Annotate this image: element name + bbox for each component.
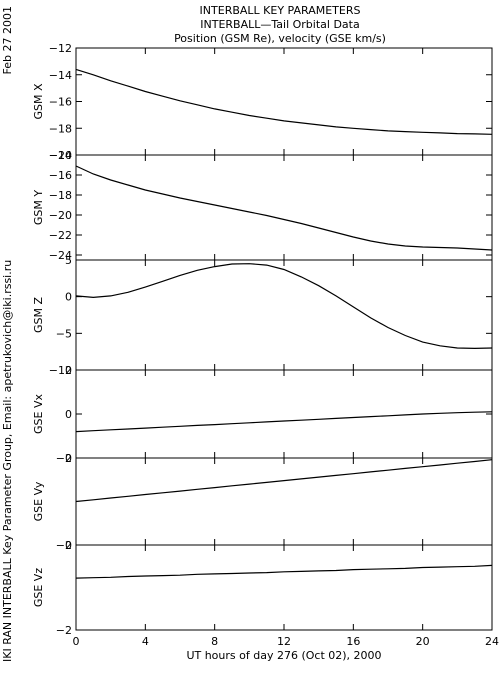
panel-frame (75, 154, 493, 261)
y-tick-label: −16 (49, 96, 72, 109)
y-tick-label: −2 (56, 452, 72, 465)
panel-frame (75, 457, 493, 546)
y-tick-label: 0 (65, 539, 72, 552)
y-tick-label: −22 (49, 229, 72, 242)
y-axis-label: GSE Vy (32, 481, 45, 521)
x-tick-label: 8 (211, 635, 218, 648)
x-tick-label: 20 (416, 635, 430, 648)
x-axis-label: UT hours of day 276 (Oct 02), 2000 (186, 649, 381, 662)
date-label: Feb 27 2001 (1, 6, 14, 74)
y-tick-label: −2 (56, 539, 72, 552)
x-tick-label: 12 (277, 635, 291, 648)
chart-title-line-2: INTERBALL—Tail Orbital Data (200, 18, 359, 31)
y-tick-label: 5 (65, 254, 72, 267)
chart-title-line-1: INTERBALL KEY PARAMETERS (200, 4, 361, 17)
y-tick-label: 2 (65, 364, 72, 377)
y-tick-label: −20 (49, 209, 72, 222)
y-tick-label: 0 (65, 291, 72, 304)
series-line (75, 564, 493, 579)
y-tick-label: −2 (56, 624, 72, 637)
x-tick-label: 16 (346, 635, 360, 648)
series-line (75, 68, 493, 135)
y-axis-label: GSE Vz (32, 568, 45, 607)
y-tick-label: −5 (56, 327, 72, 340)
panel-frame (75, 259, 493, 371)
series-line (75, 165, 493, 251)
y-axis-label: GSM X (32, 83, 45, 119)
series-line (75, 459, 493, 503)
series-line (75, 411, 493, 433)
x-tick-label: 24 (485, 635, 499, 648)
y-tick-label: 0 (65, 452, 72, 465)
y-tick-label: −16 (49, 169, 72, 182)
credit-label: IKI RAN INTERBALL Key Parameter Group, E… (1, 260, 14, 662)
y-tick-label: 0 (65, 408, 72, 421)
x-tick-label: 4 (142, 635, 149, 648)
x-tick-label: 0 (73, 635, 80, 648)
y-axis-label: GSM Z (32, 297, 45, 333)
panel-frame (75, 544, 493, 631)
y-tick-label: −20 (49, 149, 72, 162)
y-axis-label: GSM Y (32, 190, 45, 225)
y-tick-label: −18 (49, 122, 72, 135)
series-line (75, 263, 493, 350)
y-tick-label: −14 (49, 149, 72, 162)
panel-frame (75, 47, 493, 156)
y-tick-label: −12 (49, 42, 72, 55)
y-tick-label: −14 (49, 69, 72, 82)
y-tick-label: −18 (49, 189, 72, 202)
y-tick-label: −24 (49, 249, 72, 262)
y-axis-label: GSE Vx (32, 394, 45, 434)
chart-title-line-3: Position (GSM Re), velocity (GSE km/s) (174, 32, 386, 45)
y-tick-label: −10 (49, 364, 72, 377)
